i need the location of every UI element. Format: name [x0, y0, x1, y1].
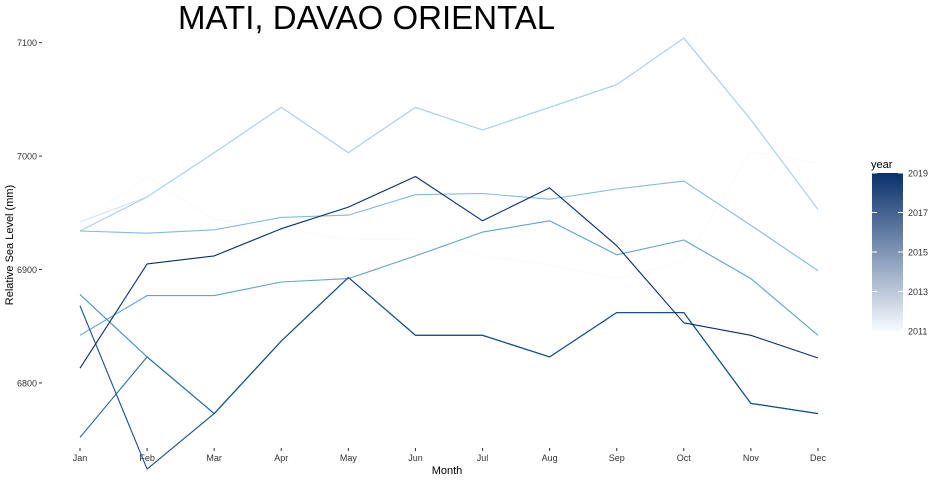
- series-line-2014: [79, 180, 819, 272]
- series-line-2018: [79, 276, 819, 470]
- y-tick-label: 6800: [17, 378, 37, 388]
- y-tick-label: 7000: [17, 152, 37, 162]
- series-line-2015: [79, 220, 819, 336]
- x-tick-label: Dec: [810, 453, 827, 463]
- series-line-2019: [79, 175, 819, 369]
- x-tick-label: Oct: [677, 453, 692, 463]
- legend-tick-label: 2015: [908, 248, 928, 258]
- legend-colorbar: [872, 173, 903, 331]
- series-layer: [79, 37, 819, 470]
- x-tick-label: Nov: [743, 453, 760, 463]
- x-axis: Jan Feb Mar Apr May Jun Jul Aug Sep Oct Nov Dec: [73, 448, 827, 463]
- legend-tick-label: 2017: [908, 208, 928, 218]
- x-tick-label: Mar: [206, 453, 222, 463]
- x-tick-label: Feb: [139, 453, 155, 463]
- x-axis-label: Month: [432, 465, 463, 477]
- chart-title: MATI, DAVAO ORIENTAL: [178, 0, 555, 36]
- legend-tick-label: 2019: [908, 169, 928, 179]
- legend-ticks: 2011 2013 2015 2017 2019: [872, 169, 928, 337]
- legend-title: year: [871, 159, 893, 171]
- y-tick-label: 6900: [17, 265, 37, 275]
- legend-tick-label: 2011: [908, 327, 927, 337]
- x-tick-label: Aug: [542, 453, 558, 463]
- x-tick-label: Apr: [274, 453, 288, 463]
- x-tick-label: Jan: [73, 453, 88, 463]
- x-tick-label: Jul: [477, 453, 489, 463]
- series-line-2011: [79, 151, 819, 280]
- x-tick-label: Sep: [609, 453, 625, 463]
- series-line-2013: [79, 37, 819, 232]
- y-tick-label: 7100: [17, 38, 37, 48]
- y-axis: 6800 6900 7000 7100: [17, 38, 42, 388]
- series-line-2017: [79, 276, 819, 438]
- x-tick-label: Jun: [408, 453, 423, 463]
- legend-tick-label: 2013: [908, 287, 928, 297]
- legend: year 2011 2013 2015 2017 2019: [871, 159, 928, 337]
- y-axis-label: Relative Sea Level (mm): [4, 185, 16, 305]
- x-tick-label: May: [340, 453, 358, 463]
